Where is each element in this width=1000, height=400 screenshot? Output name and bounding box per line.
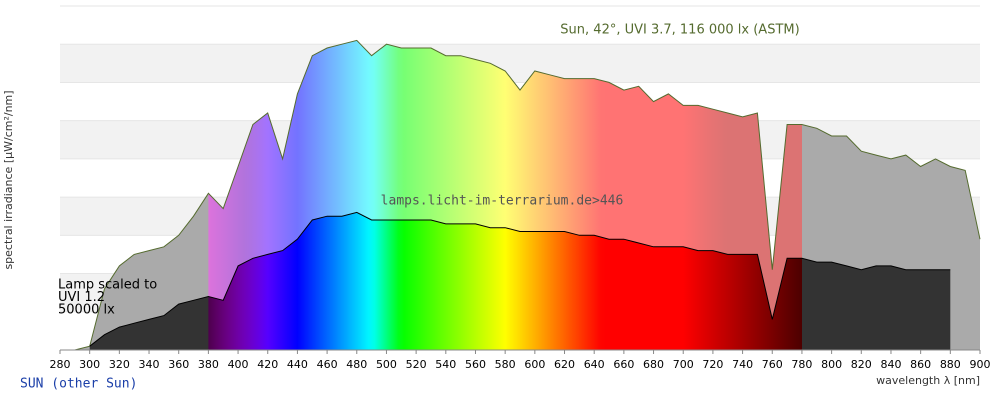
x-tick-label: 380 <box>198 358 219 371</box>
x-tick-label: 800 <box>821 358 842 371</box>
watermark: lamps.licht-im-terrarium.de>446 <box>381 194 624 209</box>
x-tick-label: 300 <box>79 358 100 371</box>
x-tick-label: 740 <box>732 358 753 371</box>
lamp-note: Lamp scaled to <box>58 278 157 293</box>
x-tick-label: 700 <box>673 358 694 371</box>
x-tick-label: 680 <box>643 358 664 371</box>
x-tick-label: 520 <box>406 358 427 371</box>
x-tick-label: 400 <box>228 358 249 371</box>
x-tick-label: 780 <box>791 358 812 371</box>
spectrum-area <box>89 212 951 350</box>
x-tick-label: 820 <box>851 358 872 371</box>
x-tick-label: 580 <box>495 358 516 371</box>
x-tick-label: 480 <box>346 358 367 371</box>
spectrum-line <box>74 39 981 351</box>
x-tick-label: 880 <box>940 358 961 371</box>
x-tick-label: 840 <box>880 358 901 371</box>
x-tick-label: 720 <box>702 358 723 371</box>
x-tick-label: 660 <box>613 358 634 371</box>
x-tick-label: 280 <box>50 358 71 371</box>
x-tick-label: 640 <box>584 358 605 371</box>
x-tick-label: 320 <box>109 358 130 371</box>
y-axis-label: spectral irradiance [µW/cm²/nm] <box>2 90 15 269</box>
x-tick-label: 440 <box>287 358 308 371</box>
x-tick-label: 460 <box>317 358 338 371</box>
x-tick-label: 500 <box>376 358 397 371</box>
lamp-note: 50000 lx <box>58 303 115 318</box>
x-tick-label: 860 <box>910 358 931 371</box>
grid-band <box>60 44 980 83</box>
x-tick-label: 420 <box>257 358 278 371</box>
x-tick-label: 360 <box>168 358 189 371</box>
x-tick-label: 340 <box>139 358 160 371</box>
x-axis-label: wavelength λ [nm] <box>876 374 980 387</box>
footer-link[interactable]: SUN (other Sun) <box>20 377 137 392</box>
x-tick-label: 540 <box>435 358 456 371</box>
x-tick-label: 600 <box>524 358 545 371</box>
x-tick-label: 620 <box>554 358 575 371</box>
spectrum-line <box>89 211 951 347</box>
x-tick-label: 900 <box>970 358 991 371</box>
chart-title: Sun, 42°, UVI 3.7, 116 000 lx (ASTM) <box>560 23 799 38</box>
x-tick-label: 560 <box>465 358 486 371</box>
lamp-note: UVI 1.2 <box>58 290 105 305</box>
x-tick-label: 760 <box>762 358 783 371</box>
